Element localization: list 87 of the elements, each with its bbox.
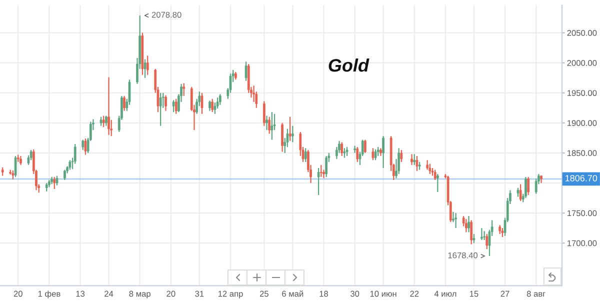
x-tick-label: 18 xyxy=(320,290,328,297)
candlestick xyxy=(174,98,178,114)
candlestick xyxy=(372,148,374,161)
candlestick xyxy=(146,55,149,76)
candlestick xyxy=(340,142,344,157)
x-tick-label: 12 апр xyxy=(218,290,243,298)
y-tick-label: 2050.00 xyxy=(567,30,597,36)
candlestick xyxy=(123,95,126,112)
candlestick xyxy=(400,149,403,163)
x-tick-label: 22 xyxy=(410,290,419,297)
candlestick xyxy=(172,100,175,113)
y-tick-label: 1700.00 xyxy=(567,240,597,246)
candlestick xyxy=(270,112,274,140)
candlestick xyxy=(434,169,436,181)
candlestick xyxy=(454,212,457,229)
candlestick xyxy=(144,58,146,78)
candlestick xyxy=(291,125,294,143)
candlestick xyxy=(472,234,476,244)
candlestick xyxy=(516,187,520,198)
candlestick xyxy=(343,148,346,158)
candlestick xyxy=(356,146,359,163)
candlestick xyxy=(164,94,167,112)
x-tick-label: 10 июн xyxy=(370,290,396,297)
candlestick xyxy=(468,215,470,233)
text: Gold xyxy=(328,58,370,72)
candlestick xyxy=(281,122,284,152)
candlestick xyxy=(320,164,322,178)
candlestick xyxy=(486,234,488,250)
x-tick-label: 6 май xyxy=(282,290,304,297)
candlestick xyxy=(325,155,328,178)
candlestick xyxy=(317,167,320,196)
candlestick xyxy=(214,102,216,114)
candlestick xyxy=(534,178,538,194)
candlestick xyxy=(382,136,384,169)
annotation: 2078.80 xyxy=(152,12,182,18)
candlestick xyxy=(208,100,211,112)
candlestick xyxy=(464,218,468,233)
x-tick-label: 20 xyxy=(14,290,22,297)
candlestick xyxy=(436,173,439,193)
annotation: 1678.40 xyxy=(448,252,478,258)
candlestick xyxy=(480,227,483,241)
candlestick xyxy=(218,94,222,106)
candlestick xyxy=(413,154,416,166)
candlestick xyxy=(182,82,186,96)
candlestick xyxy=(304,148,307,163)
candlestick xyxy=(470,220,473,245)
x-tick-label: 4 июл xyxy=(434,290,456,297)
candlestick xyxy=(527,176,530,196)
candlestick xyxy=(211,98,214,113)
candlestick xyxy=(268,116,271,134)
candlestick xyxy=(498,224,502,235)
y-tick-label: 2000.00 xyxy=(567,60,597,66)
candlestick xyxy=(426,160,429,170)
y-tick-label: 1750.00 xyxy=(567,210,597,216)
y-tick-label: 1850.00 xyxy=(567,150,597,156)
candlestick xyxy=(288,116,292,142)
x-tick-label: 30 xyxy=(350,290,360,297)
y-tick-label: 1950.00 xyxy=(567,90,597,96)
x-tick-label: 20 xyxy=(166,290,176,297)
x-tick-label: 27 xyxy=(500,290,510,297)
candlestick xyxy=(159,92,162,126)
candlestick xyxy=(266,115,268,131)
candlestick xyxy=(200,92,204,114)
x-tick-label: 13 xyxy=(76,290,85,297)
candlestick xyxy=(262,100,266,126)
candlestick xyxy=(364,139,366,154)
candlestick xyxy=(524,176,527,199)
x-tick-label: 8 мар xyxy=(129,290,150,298)
ref-line-label: 1806.70 xyxy=(566,174,598,182)
candlestick xyxy=(416,155,418,172)
candlestick xyxy=(374,148,377,161)
x-tick-label: 24 xyxy=(104,290,114,297)
y-tick-label: 1900.00 xyxy=(567,120,597,126)
candlestick xyxy=(398,148,400,175)
candlestick xyxy=(483,230,486,241)
candlestick xyxy=(376,146,380,157)
candlestick xyxy=(519,184,522,202)
x-tick-label: 1 фев xyxy=(38,290,60,298)
candlestick xyxy=(346,146,348,157)
x-tick-label: 25 xyxy=(260,290,268,297)
x-tick-label: 15 xyxy=(470,290,478,297)
candlestick xyxy=(501,227,504,238)
candlestick xyxy=(244,61,248,82)
candlestick xyxy=(428,163,432,175)
x-tick-label: 8 авг xyxy=(526,290,546,297)
candlestick xyxy=(410,154,413,166)
x-tick-label: 31 xyxy=(195,290,204,297)
